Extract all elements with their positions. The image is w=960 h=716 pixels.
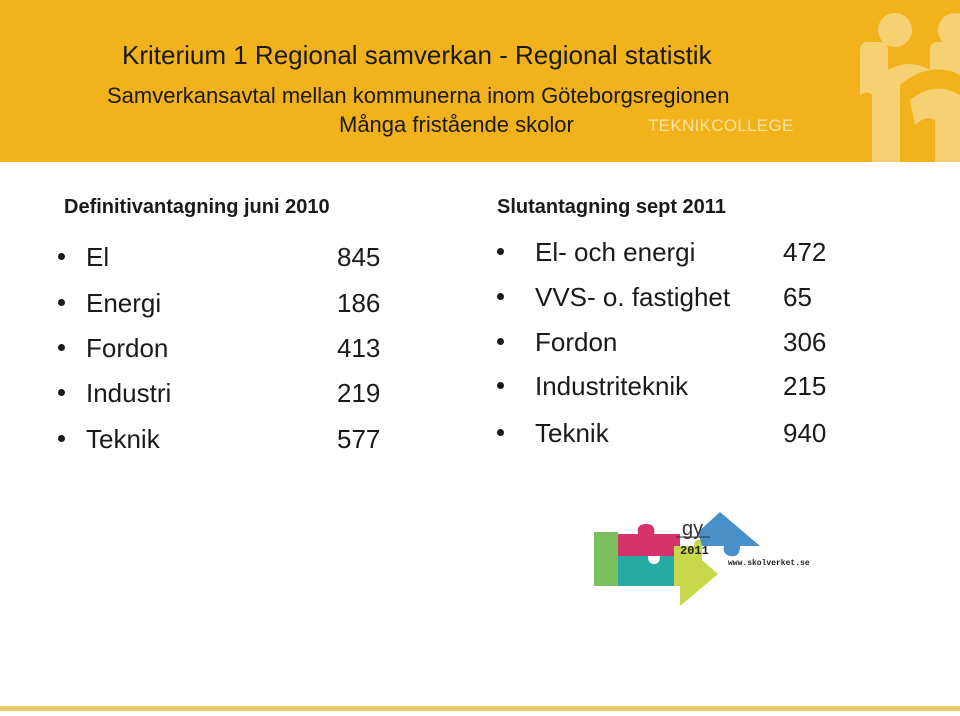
item-name: Fordon (535, 327, 618, 357)
item-value: 306 (783, 327, 827, 357)
bullet-icon (497, 248, 504, 255)
item-name: Industri (86, 378, 172, 408)
bottom-divider (0, 706, 960, 711)
left-column: Definitivantagning juni 2010 El 845 Ener… (58, 196, 380, 454)
item-name: VVS- o. fastighet (535, 282, 731, 312)
item-value: 215 (783, 371, 827, 401)
brand-label: TEKNIKCOLLEGE (648, 116, 794, 135)
college-emblem-icon (860, 13, 960, 162)
puzzle-magenta-icon (618, 524, 680, 556)
item-value: 413 (337, 333, 381, 363)
item-value: 65 (783, 282, 812, 312)
item-name: Energi (86, 288, 162, 318)
bullet-icon (497, 338, 504, 345)
item-name: El- och energi (535, 237, 696, 267)
item-name: Fordon (86, 333, 169, 363)
gy-label: gy (682, 518, 703, 540)
page-title: Kriterium 1 Regional samverkan - Regiona… (122, 40, 712, 70)
right-column: Slutantagning sept 2011 El- och energi 4… (497, 196, 826, 448)
left-heading: Definitivantagning juni 2010 (64, 196, 330, 218)
bullet-icon (58, 299, 65, 306)
bullet-icon (58, 344, 65, 351)
bullet-icon (58, 435, 65, 442)
item-name: El (86, 242, 110, 272)
item-name: Industriteknik (535, 371, 689, 401)
bullet-icon (58, 389, 65, 396)
item-value: 219 (337, 378, 381, 408)
subtitle-line-2: Många fristående skolor (339, 112, 574, 137)
bullet-icon (58, 253, 65, 260)
puzzle-lime-icon (674, 539, 718, 606)
item-value: 577 (337, 424, 381, 454)
bullet-icon (497, 429, 504, 436)
item-value: 940 (783, 418, 827, 448)
subtitle-line: Samverkansavtal mellan kommunerna inom G… (107, 83, 730, 108)
header-banner: Kriterium 1 Regional samverkan - Regiona… (0, 0, 960, 162)
item-name: Teknik (535, 418, 609, 448)
url-label: www.skolverket.se (728, 559, 810, 568)
item-value: 472 (783, 237, 827, 267)
right-heading: Slutantagning sept 2011 (497, 196, 726, 218)
gy2011-logo: gy 2011 www.skolverket.se (594, 512, 810, 606)
bullet-icon (497, 382, 504, 389)
item-name: Teknik (86, 424, 160, 454)
puzzle-teal-icon (618, 556, 674, 586)
puzzle-blue-icon (698, 512, 760, 557)
item-value: 186 (337, 288, 381, 318)
year-label: 2011 (680, 544, 709, 558)
item-value: 845 (337, 242, 381, 272)
bullet-icon (497, 293, 504, 300)
